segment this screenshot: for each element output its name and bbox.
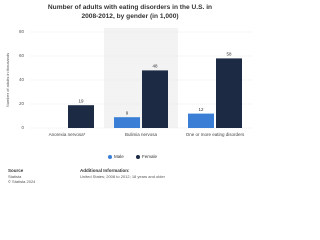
bar <box>142 70 168 128</box>
data-label: 58 <box>226 52 232 57</box>
legend-label: Male <box>114 154 124 159</box>
bar <box>216 58 242 128</box>
bar <box>114 117 140 128</box>
x-tick-label: One or more eating disorders <box>186 132 245 137</box>
chart: Number of adults with eating disorders i… <box>5 4 252 184</box>
y-tick-label: 60 <box>19 53 25 58</box>
y-tick-label: 40 <box>19 77 25 82</box>
legend-marker <box>136 155 140 159</box>
data-label: 9 <box>126 110 129 115</box>
bar <box>188 113 214 128</box>
copyright: © Statista 2024 <box>8 179 36 184</box>
source-title: Source <box>8 168 24 173</box>
data-label: 12 <box>198 107 204 112</box>
x-tick-label: Anorexia nervosa* <box>49 132 86 137</box>
y-tick-label: 0 <box>21 125 24 130</box>
data-label: 19 <box>78 98 84 103</box>
x-tick-label: Bulimia nervosa <box>125 132 158 137</box>
source: Statista <box>8 174 22 179</box>
legend-label: Female <box>142 154 158 159</box>
data-label: 48 <box>152 64 158 69</box>
bar <box>68 105 94 128</box>
y-tick-label: 80 <box>19 29 25 34</box>
info-title: Additional Information: <box>80 168 130 173</box>
chart-title: Number of adults with eating disorders i… <box>48 4 212 20</box>
info: United States; 2008 to 2012; 18 years an… <box>80 174 166 179</box>
legend-marker <box>108 155 112 159</box>
y-tick-label: 20 <box>19 101 25 106</box>
y-axis-label: Number of adults in thousands <box>5 53 10 107</box>
